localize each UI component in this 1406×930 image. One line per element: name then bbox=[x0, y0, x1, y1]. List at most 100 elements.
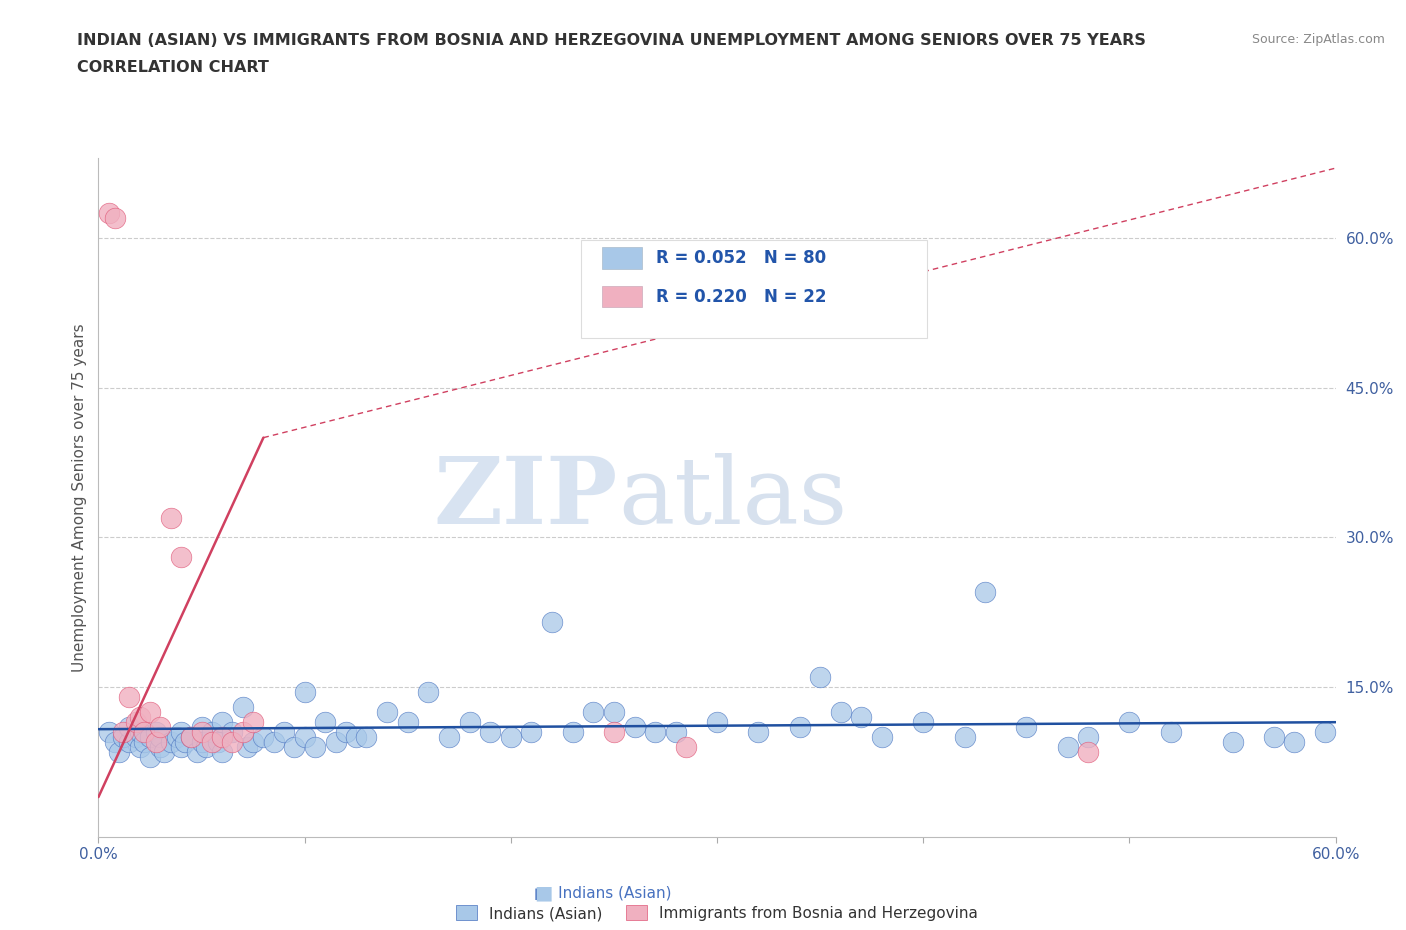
Indians (Asian) bbox=[1222, 735, 1244, 750]
Indians (Asian) bbox=[263, 735, 285, 750]
Immigrants from Bosnia and Herzegovina bbox=[104, 210, 127, 225]
Indians (Asian) bbox=[479, 724, 502, 739]
Indians (Asian) bbox=[912, 715, 935, 730]
Indians (Asian) bbox=[242, 735, 264, 750]
Indians (Asian) bbox=[458, 715, 481, 730]
Y-axis label: Unemployment Among Seniors over 75 years: Unemployment Among Seniors over 75 years bbox=[72, 324, 87, 671]
Indians (Asian) bbox=[314, 715, 336, 730]
Indians (Asian) bbox=[789, 720, 811, 735]
Immigrants from Bosnia and Herzegovina bbox=[124, 715, 146, 730]
Indians (Asian) bbox=[294, 684, 316, 699]
Indians (Asian) bbox=[145, 724, 167, 739]
Indians (Asian) bbox=[1015, 720, 1038, 735]
Indians (Asian) bbox=[418, 684, 440, 699]
Indians (Asian) bbox=[499, 730, 522, 745]
Indians (Asian) bbox=[139, 750, 162, 764]
Indians (Asian) bbox=[194, 739, 217, 754]
Immigrants from Bosnia and Herzegovina bbox=[190, 724, 212, 739]
Indians (Asian) bbox=[294, 730, 316, 745]
Indians (Asian) bbox=[190, 720, 212, 735]
Indians (Asian) bbox=[623, 720, 645, 735]
Indians (Asian) bbox=[1284, 735, 1306, 750]
Indians (Asian) bbox=[356, 730, 378, 745]
Indians (Asian) bbox=[211, 715, 233, 730]
Immigrants from Bosnia and Herzegovina bbox=[118, 690, 141, 705]
Indians (Asian) bbox=[582, 705, 605, 720]
Indians (Asian) bbox=[325, 735, 347, 750]
Indians (Asian) bbox=[1056, 739, 1078, 754]
Indians (Asian) bbox=[644, 724, 666, 739]
Indians (Asian) bbox=[396, 715, 419, 730]
Immigrants from Bosnia and Herzegovina bbox=[242, 715, 264, 730]
Indians (Asian) bbox=[221, 724, 243, 739]
Indians (Asian) bbox=[190, 735, 212, 750]
Text: INDIAN (ASIAN) VS IMMIGRANTS FROM BOSNIA AND HERZEGOVINA UNEMPLOYMENT AMONG SENI: INDIAN (ASIAN) VS IMMIGRANTS FROM BOSNIA… bbox=[77, 33, 1146, 47]
Indians (Asian) bbox=[851, 710, 873, 724]
Text: atlas: atlas bbox=[619, 453, 848, 542]
Indians (Asian) bbox=[108, 745, 131, 760]
Indians (Asian) bbox=[118, 720, 141, 735]
Immigrants from Bosnia and Herzegovina bbox=[149, 720, 172, 735]
Immigrants from Bosnia and Herzegovina bbox=[221, 735, 243, 750]
Indians (Asian) bbox=[174, 735, 197, 750]
Indians (Asian) bbox=[304, 739, 326, 754]
Immigrants from Bosnia and Herzegovina bbox=[128, 710, 150, 724]
Indians (Asian) bbox=[166, 730, 188, 745]
Indians (Asian) bbox=[128, 724, 150, 739]
Text: R = 0.052   N = 80: R = 0.052 N = 80 bbox=[657, 249, 827, 267]
Indians (Asian) bbox=[149, 730, 172, 745]
Immigrants from Bosnia and Herzegovina bbox=[232, 724, 254, 739]
Text: Source: ZipAtlas.com: Source: ZipAtlas.com bbox=[1251, 33, 1385, 46]
Indians (Asian) bbox=[747, 724, 769, 739]
Indians (Asian) bbox=[283, 739, 305, 754]
Indians (Asian) bbox=[335, 724, 357, 739]
Indians (Asian) bbox=[1263, 730, 1285, 745]
Legend: Indians (Asian), Immigrants from Bosnia and Herzegovina: Indians (Asian), Immigrants from Bosnia … bbox=[456, 906, 979, 921]
Immigrants from Bosnia and Herzegovina bbox=[112, 724, 135, 739]
FancyBboxPatch shape bbox=[581, 240, 928, 338]
Indians (Asian) bbox=[104, 735, 127, 750]
Indians (Asian) bbox=[520, 724, 543, 739]
Indians (Asian) bbox=[252, 730, 274, 745]
Indians (Asian) bbox=[149, 739, 172, 754]
Immigrants from Bosnia and Herzegovina bbox=[201, 735, 224, 750]
Indians (Asian) bbox=[232, 699, 254, 714]
Indians (Asian) bbox=[112, 730, 135, 745]
Indians (Asian) bbox=[375, 705, 398, 720]
Immigrants from Bosnia and Herzegovina bbox=[170, 550, 193, 565]
Indians (Asian) bbox=[132, 735, 155, 750]
Indians (Asian) bbox=[236, 739, 259, 754]
Indians (Asian) bbox=[139, 730, 162, 745]
Indians (Asian) bbox=[186, 745, 208, 760]
Immigrants from Bosnia and Herzegovina bbox=[180, 730, 202, 745]
Indians (Asian) bbox=[153, 745, 176, 760]
Indians (Asian) bbox=[953, 730, 976, 745]
Immigrants from Bosnia and Herzegovina bbox=[675, 739, 697, 754]
Indians (Asian) bbox=[1118, 715, 1140, 730]
Indians (Asian) bbox=[97, 724, 120, 739]
Indians (Asian) bbox=[273, 724, 295, 739]
Immigrants from Bosnia and Herzegovina bbox=[97, 206, 120, 220]
Indians (Asian) bbox=[1077, 730, 1099, 745]
Indians (Asian) bbox=[808, 670, 831, 684]
Text: ■: ■ bbox=[534, 884, 553, 902]
Text: R = 0.220   N = 22: R = 0.220 N = 22 bbox=[657, 287, 827, 306]
Indians (Asian) bbox=[830, 705, 852, 720]
Indians (Asian) bbox=[541, 615, 564, 630]
Indians (Asian) bbox=[118, 735, 141, 750]
Indians (Asian) bbox=[1315, 724, 1337, 739]
Indians (Asian) bbox=[124, 730, 146, 745]
Indians (Asian) bbox=[437, 730, 460, 745]
Indians (Asian) bbox=[603, 705, 626, 720]
Indians (Asian) bbox=[665, 724, 688, 739]
Indians (Asian) bbox=[344, 730, 367, 745]
Indians (Asian) bbox=[561, 724, 583, 739]
Indians (Asian) bbox=[128, 739, 150, 754]
Immigrants from Bosnia and Herzegovina bbox=[211, 730, 233, 745]
Immigrants from Bosnia and Herzegovina bbox=[132, 724, 155, 739]
Indians (Asian) bbox=[201, 724, 224, 739]
Indians (Asian) bbox=[870, 730, 893, 745]
Indians (Asian) bbox=[211, 745, 233, 760]
Indians (Asian) bbox=[159, 735, 181, 750]
Indians (Asian) bbox=[180, 730, 202, 745]
